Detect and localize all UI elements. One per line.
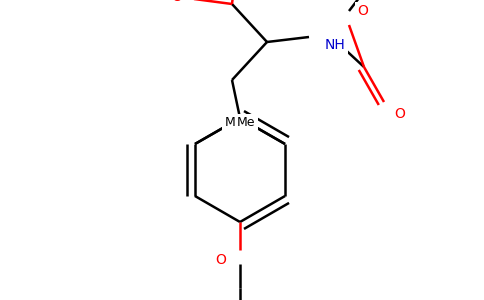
Text: O: O (394, 107, 405, 121)
Text: Me: Me (237, 116, 256, 130)
Text: Me: Me (225, 116, 243, 130)
Text: O: O (215, 253, 226, 267)
Text: O: O (171, 0, 182, 4)
Text: NH: NH (325, 38, 346, 52)
Text: O: O (357, 4, 368, 18)
